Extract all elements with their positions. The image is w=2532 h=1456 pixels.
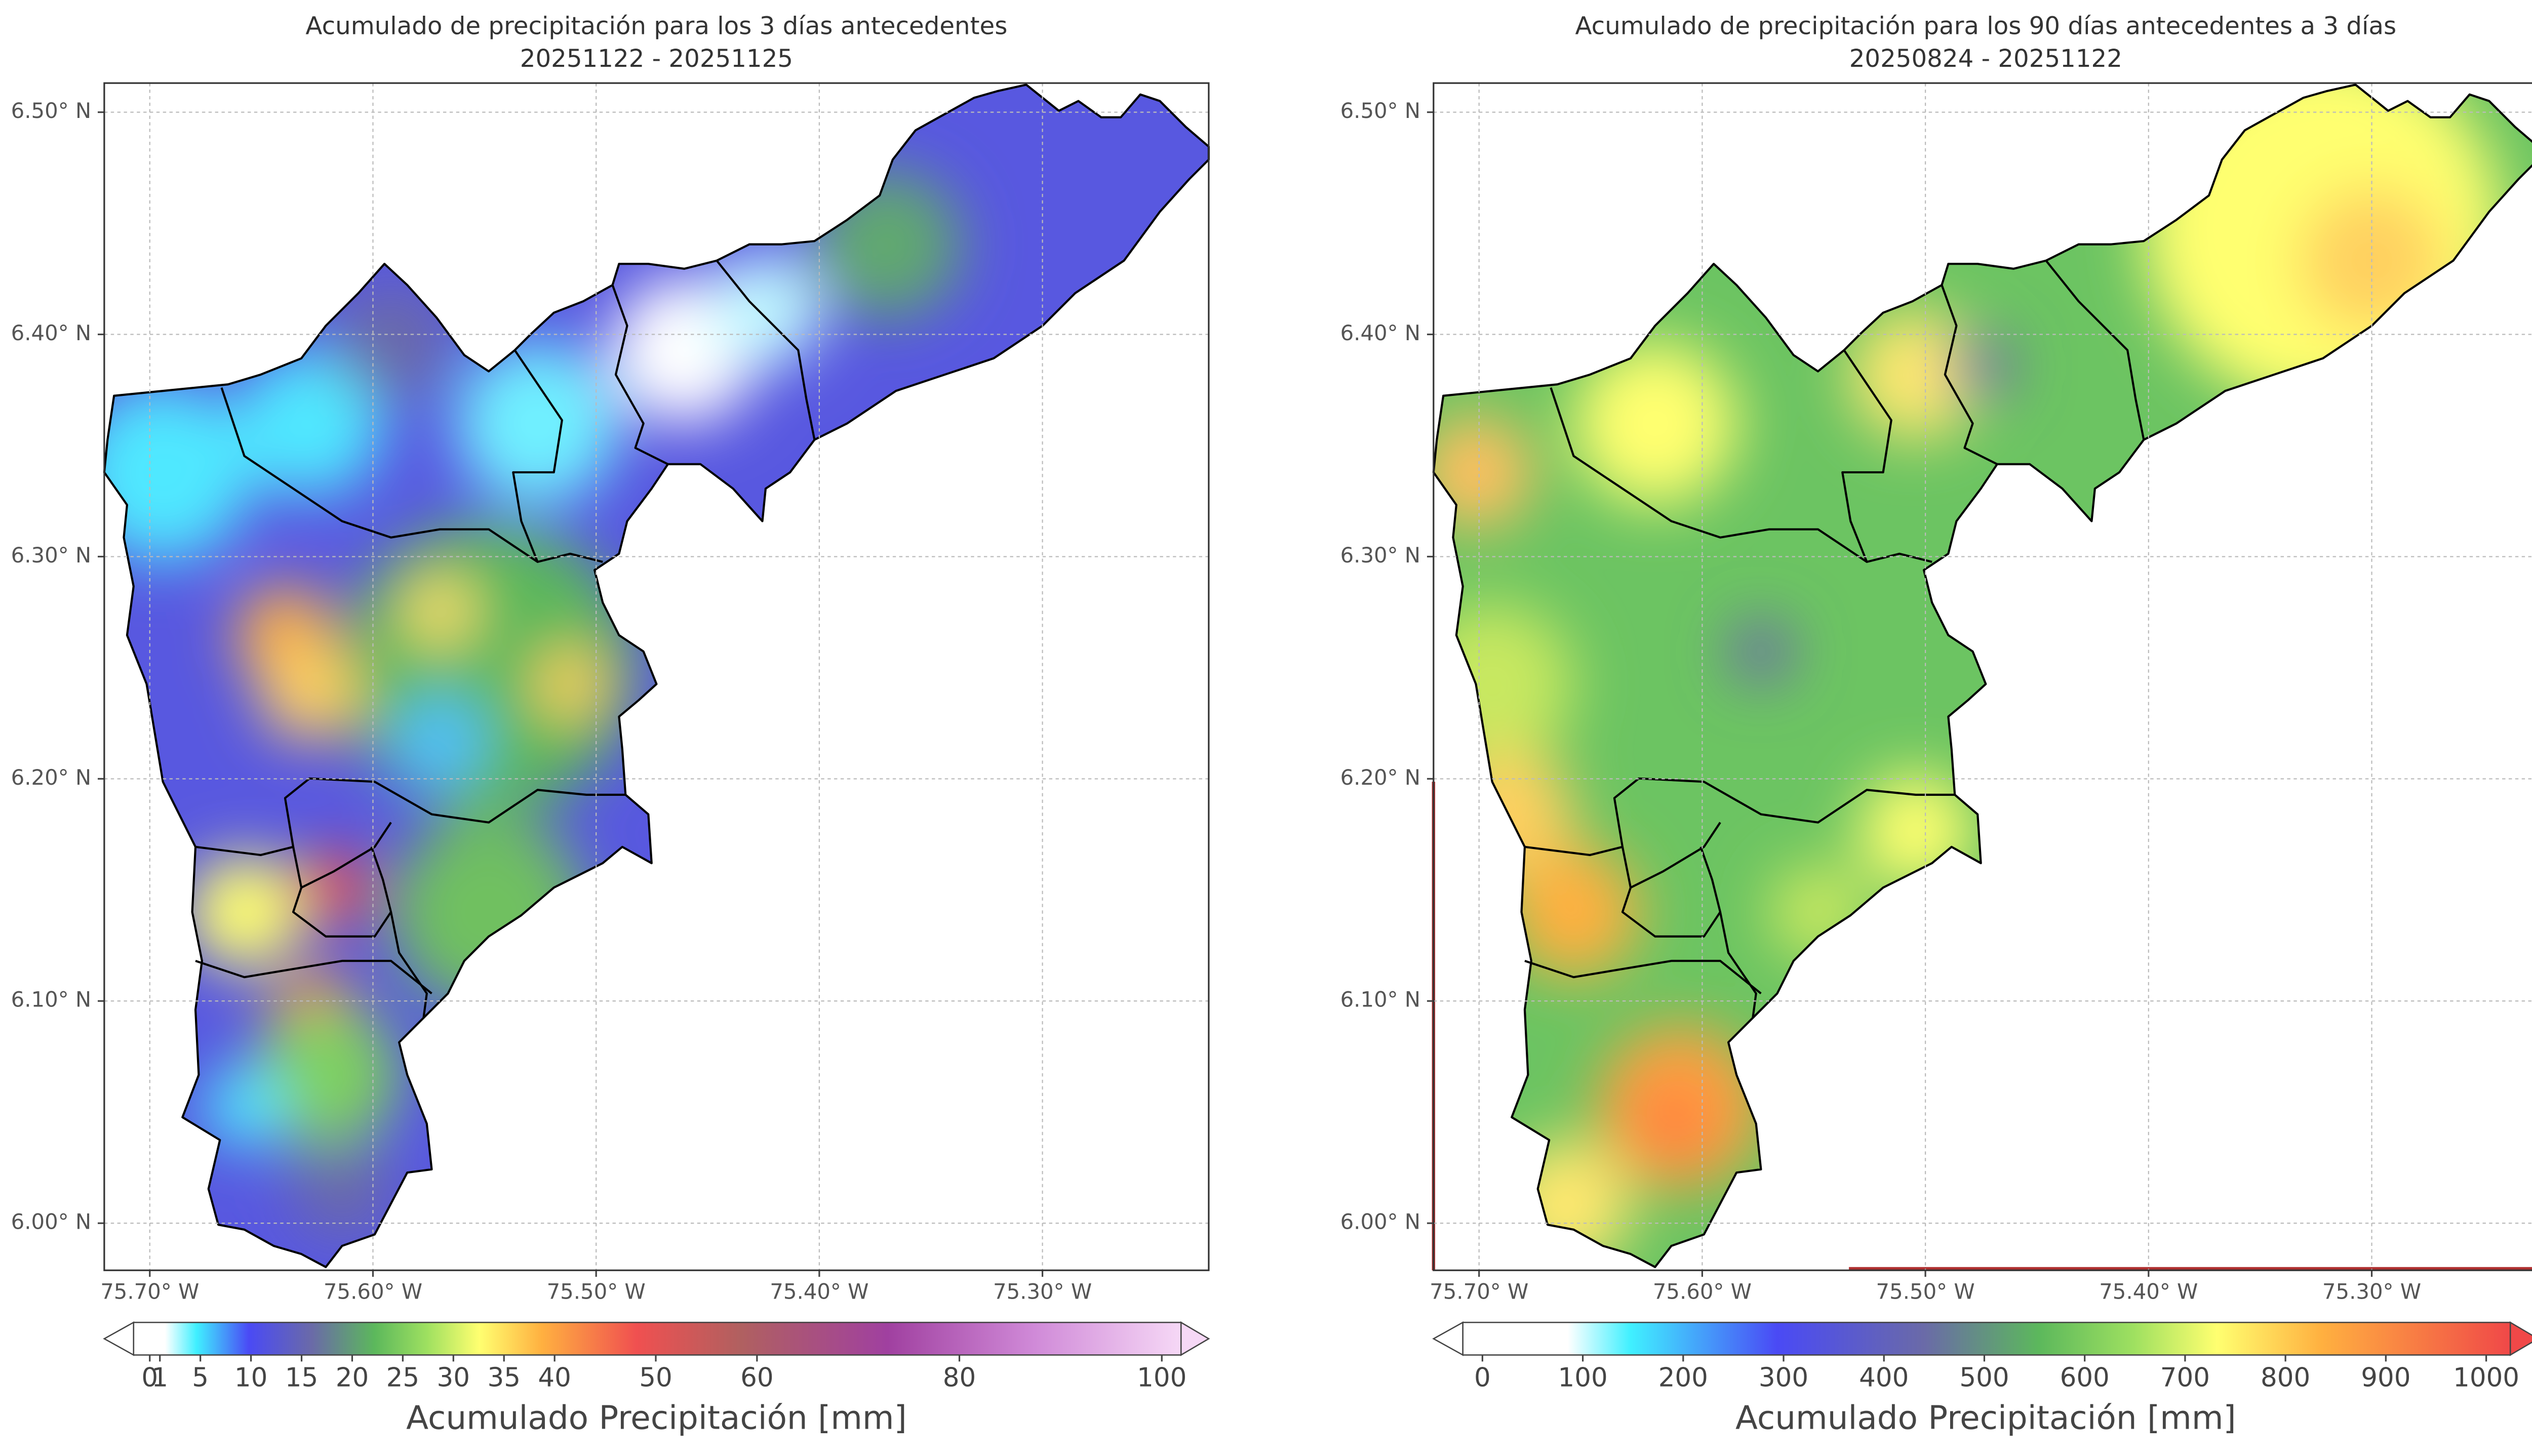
colorbar-tick-label: 0 [1474,1363,1491,1393]
colorbar-tick-label: 20 [336,1363,369,1393]
x-tick-label: 75.70° W [1430,1279,1528,1304]
colorbar-extend-low [103,1321,135,1356]
colorbar-tick-label: 80 [943,1363,976,1393]
colorbar-tick-label: 35 [487,1363,520,1393]
colorbar-label: Acumulado Precipitación [mm] [1735,1399,2236,1437]
y-tick-label: 6.10° N [11,987,92,1012]
x-tick-label: 75.70° W [100,1279,199,1304]
colorbar-tick-label: 500 [1959,1363,2009,1393]
colorbar [1462,1321,2511,1356]
colorbar-tick-label: 60 [740,1363,773,1393]
colorbar-tick-label: 40 [538,1363,571,1393]
colorbar-tick-label: 700 [2160,1363,2210,1393]
colorbar-tick-label: 200 [1658,1363,1708,1393]
colorbar-tick-label: 0 [141,1363,158,1393]
colorbar-extend-low [1432,1321,1464,1356]
colorbar-label: Acumulado Precipitación [mm] [406,1399,907,1437]
colorbar [133,1321,1182,1356]
x-tick-label: 75.40° W [770,1279,868,1304]
colorbar-tick-label: 900 [2361,1363,2410,1393]
panel-title: Acumulado de precipitación para los 90 d… [1575,12,2397,41]
x-tick-label: 75.50° W [1876,1279,1975,1304]
axes: Acumulado de precipitación para los 3 dí… [11,12,1210,1437]
y-tick-label: 6.50° N [1340,98,1421,123]
colorbar-tick-label: 50 [639,1363,672,1393]
y-tick-label: 6.20° N [1340,765,1421,790]
y-tick-label: 6.20° N [11,765,92,790]
colorbar-tick-label: 1 [151,1363,168,1393]
colorbar-tick-label: 5 [192,1363,209,1393]
x-tick-label: 75.30° W [993,1279,1092,1304]
colorbar-tick-label: 100 [1137,1363,1186,1393]
panel-title: Acumulado de precipitación para los 3 dí… [305,12,1007,41]
axes-frame [1433,82,2532,1271]
x-tick-label: 75.40° W [2099,1279,2198,1304]
colorbar-tick-label: 15 [285,1363,318,1393]
map-panel: Acumulado de precipitación para los 90 d… [1340,12,2532,1437]
colorbar-tick-label: 30 [437,1363,470,1393]
x-tick-label: 75.30° W [2322,1279,2421,1304]
colorbar-tick-label: 1000 [2453,1363,2519,1393]
colorbar-tick-label: 400 [1859,1363,1909,1393]
x-tick-label: 75.50° W [547,1279,646,1304]
colorbar-tick-label: 600 [2060,1363,2110,1393]
panel-subtitle: 20250824 - 20251122 [1849,45,2122,73]
y-tick-label: 6.30° N [1340,543,1421,568]
colorbar-tick-label: 300 [1759,1363,1808,1393]
y-tick-label: 6.10° N [1340,987,1421,1012]
axes: Acumulado de precipitación para los 90 d… [1340,12,2532,1437]
colorbar-tick-label: 10 [234,1363,267,1393]
y-tick-label: 6.40° N [1340,320,1421,345]
y-tick-label: 6.30° N [11,543,92,568]
precipitation-field [1433,85,2532,1267]
colorbar-extend-high [1180,1321,1210,1356]
x-tick-label: 75.60° W [1653,1279,1752,1304]
axes-frame [103,82,1210,1271]
colorbar-tick-label: 100 [1558,1363,1607,1393]
colorbar-tick-label: 800 [2261,1363,2310,1393]
panel-subtitle: 20251122 - 20251125 [520,45,793,73]
y-tick-label: 6.00° N [1340,1209,1421,1234]
y-tick-label: 6.40° N [11,320,92,345]
x-tick-label: 75.60° W [324,1279,422,1304]
y-tick-label: 6.50° N [11,98,92,123]
y-tick-label: 6.00° N [11,1209,92,1234]
map-panel: Acumulado de precipitación para los 3 dí… [11,12,1210,1437]
colorbar-tick-label: 25 [386,1363,419,1393]
colorbar-extend-high [2509,1321,2532,1356]
